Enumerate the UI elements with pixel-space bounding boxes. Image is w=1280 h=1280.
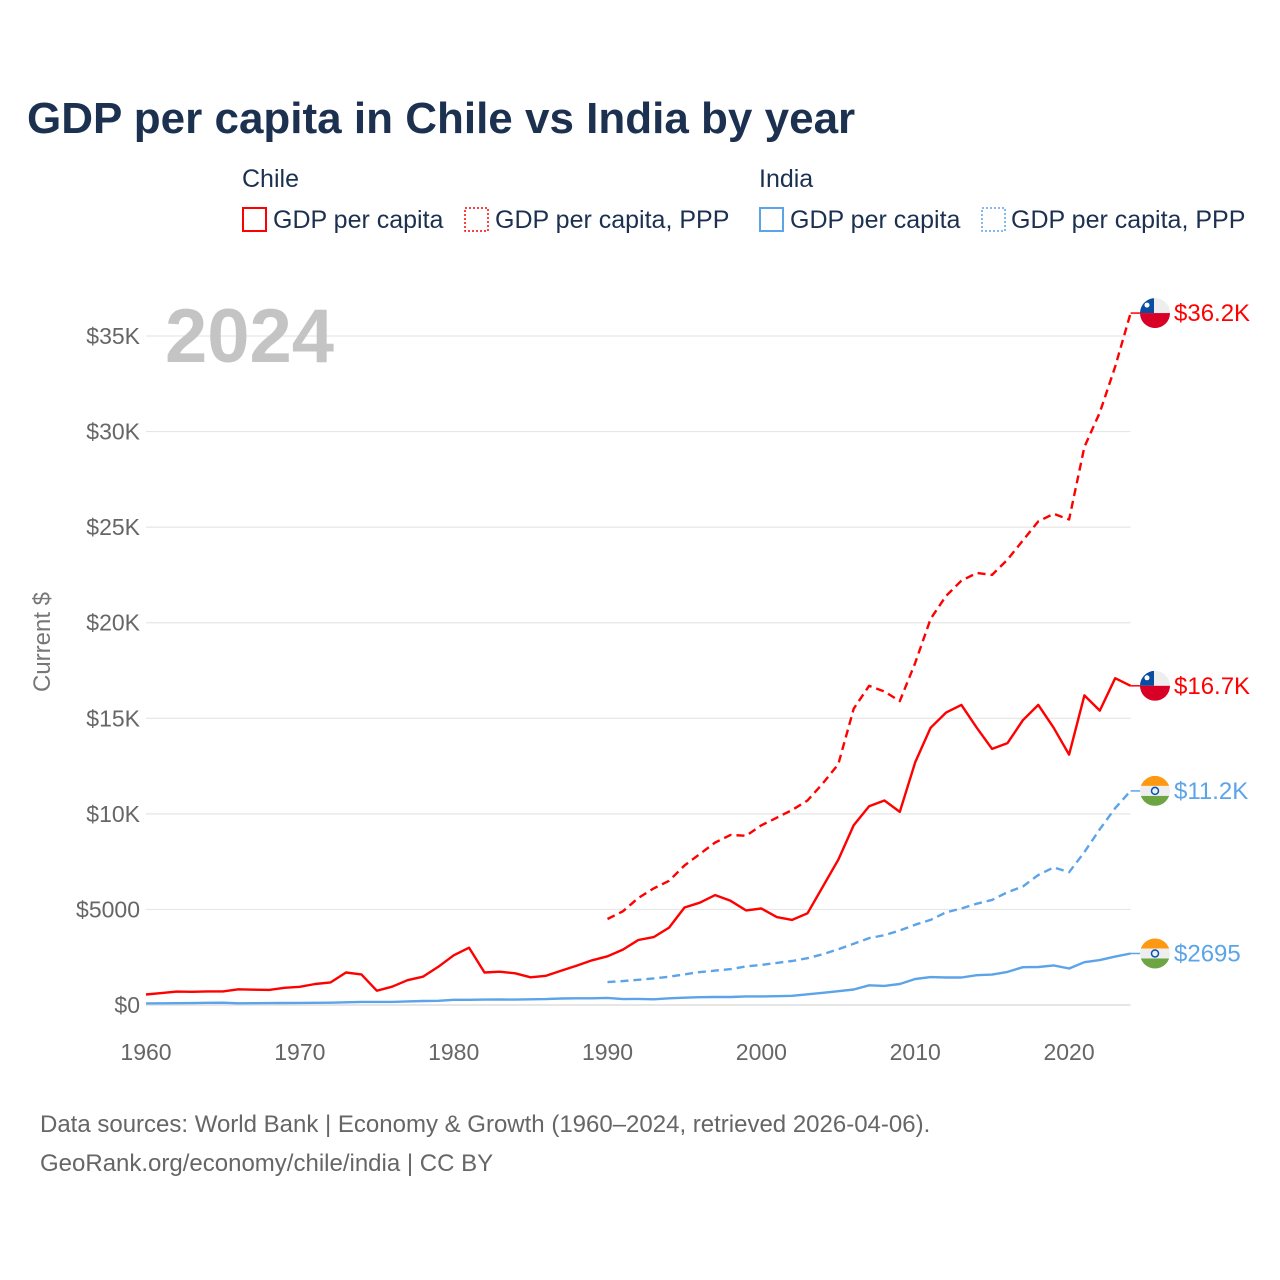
- x-tick-label: 1990: [582, 1039, 633, 1065]
- series-lines: [145, 312, 1132, 1005]
- chile-flag-icon: [1140, 670, 1170, 701]
- legend-swatch-india-ppp: [981, 207, 1006, 232]
- end-value-label: $16.7K: [1174, 673, 1250, 700]
- flag-body: [1140, 938, 1170, 969]
- flag-red: [1140, 313, 1170, 329]
- y-tick-label: $25K: [86, 514, 140, 540]
- x-tick-label: 2010: [890, 1039, 941, 1065]
- flag-star: [1144, 675, 1150, 681]
- x-tick-label: 1970: [274, 1039, 325, 1065]
- flag-wheel: [1150, 786, 1160, 796]
- year-watermark: 2024: [165, 294, 334, 379]
- legend: Chile GDP per capita GDP per capita, PPP…: [242, 165, 1245, 234]
- footer-link[interactable]: GeoRank.org/economy/chile/india | CC BY: [40, 1150, 493, 1177]
- y-tick-label: $10K: [86, 801, 140, 827]
- india-flag-icon: [1140, 775, 1170, 806]
- x-tick-label: 1980: [428, 1039, 479, 1065]
- legend-label-chile-gdp[interactable]: GDP per capita: [273, 206, 444, 234]
- flag-green: [1140, 958, 1170, 969]
- end-value-label: $2695: [1174, 940, 1241, 967]
- flag-green: [1140, 795, 1170, 806]
- x-tick-label: 2000: [736, 1039, 787, 1065]
- flag-white: [1140, 785, 1170, 796]
- flag-white: [1140, 948, 1170, 959]
- y-tick-label: $5000: [76, 896, 140, 922]
- y-tick-label: $0: [114, 992, 140, 1018]
- flag-body: [1140, 775, 1170, 806]
- legend-label-chile-ppp[interactable]: GDP per capita, PPP: [495, 206, 729, 234]
- legend-swatch-india-gdp: [759, 207, 784, 232]
- flag-red: [1140, 685, 1170, 701]
- flag-star: [1144, 302, 1150, 308]
- y-axis: $0 $5000 $10K $15K $20K $25K $30K $35K: [76, 323, 141, 1018]
- y-tick-label: $20K: [86, 610, 140, 636]
- y-tick-label: $15K: [86, 705, 140, 731]
- flag-body: [1140, 298, 1170, 329]
- india-flag-icon: [1140, 938, 1170, 969]
- x-axis: 1960 1970 1980 1990 2000 2010 2020: [120, 1039, 1094, 1065]
- y-tick-label: $35K: [86, 323, 140, 349]
- series-line-chile-gdp-per-capita: [145, 677, 1132, 996]
- x-tick-label: 2020: [1043, 1039, 1094, 1065]
- flag-wheel: [1150, 949, 1160, 958]
- legend-group-chile: Chile: [242, 165, 299, 193]
- series-line-india-gdp-per-capita-ppp: [607, 790, 1132, 984]
- end-value-label: $11.2K: [1174, 778, 1248, 805]
- legend-group-india: India: [759, 165, 813, 193]
- y-axis-title: Current $: [29, 592, 56, 692]
- legend-swatch-chile-gdp: [242, 207, 267, 232]
- series-line-chile-gdp-per-capita-ppp: [606, 312, 1132, 921]
- y-tick-label: $30K: [86, 419, 140, 445]
- end-labels: $16.7K $36.2K $2695 $11.2K: [1130, 298, 1250, 969]
- flag-body: [1140, 670, 1170, 701]
- legend-swatch-chile-ppp: [464, 207, 489, 232]
- x-tick-label: 1960: [120, 1039, 171, 1065]
- legend-label-india-ppp[interactable]: GDP per capita, PPP: [1011, 206, 1245, 234]
- gridlines: [146, 335, 1131, 1006]
- legend-label-india-gdp[interactable]: GDP per capita: [790, 206, 961, 234]
- chile-flag-icon: [1140, 298, 1170, 329]
- end-value-label: $36.2K: [1174, 300, 1250, 327]
- series-line-india-gdp-per-capita: [145, 952, 1131, 1005]
- flag-saffron: [1140, 775, 1170, 786]
- footer-source: Data sources: World Bank | Economy & Gro…: [40, 1111, 930, 1138]
- flag-saffron: [1140, 938, 1170, 949]
- chart-title: GDP per capita in Chile vs India by year: [27, 94, 855, 143]
